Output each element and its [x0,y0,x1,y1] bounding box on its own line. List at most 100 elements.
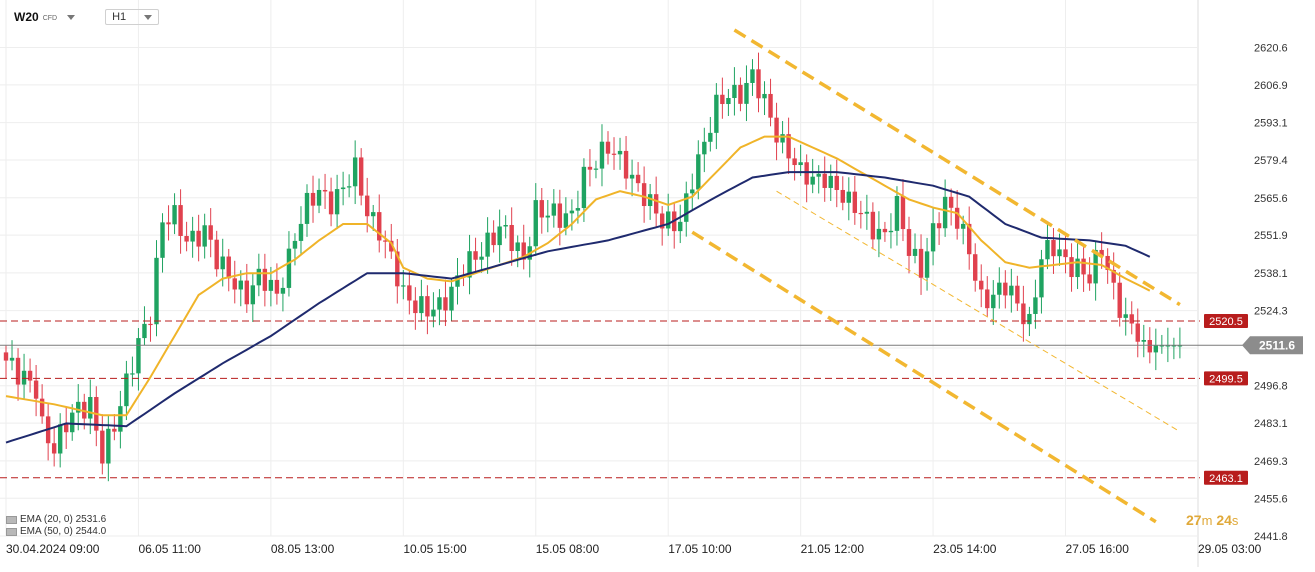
candle-body [551,203,557,216]
candle-body [521,242,526,260]
candle-body [912,248,918,256]
candle-body [611,153,617,155]
candle-body [268,279,274,291]
candle-body [539,200,544,218]
candle-body [816,173,821,177]
candle-body [1105,255,1110,270]
candle-body [575,208,581,211]
candle-body [774,117,779,143]
candle-body [166,222,171,225]
candle-body [1153,345,1159,353]
candle-body [15,357,21,385]
candle-body [720,94,725,105]
candle-body [88,396,93,419]
candle-body [256,268,262,286]
candle-body [726,98,731,105]
timeframe-selector[interactable]: H1 [105,9,160,25]
candle-body [473,251,478,260]
candle-body [786,134,791,159]
candle-body [1051,240,1056,257]
candle-body [21,370,27,385]
candle-body [389,240,394,252]
candle-body [467,251,472,278]
candle-body [1123,314,1128,318]
candle-body [1021,303,1026,325]
candle-body [798,162,803,166]
legend-item-ema20[interactable]: EMA (20, 0) 2531.6 [6,514,106,526]
candle-body [112,428,117,432]
y-tick-label: 2469.3 [1254,456,1288,468]
candle-body [124,373,129,407]
candle-body [214,239,219,270]
candle-body [834,175,839,190]
candle-body [714,94,719,133]
chevron-down-icon [67,14,76,20]
candle-body [304,192,310,224]
candle-body [220,256,225,270]
candle-body [70,412,75,433]
candle-body [852,191,858,213]
candle-body [437,297,442,310]
candle-body [328,191,334,215]
candle-body [948,196,954,208]
candle-body [1069,257,1074,278]
y-tick-label: 2593.1 [1254,118,1288,130]
candle-body [172,205,177,225]
candle-body [292,240,298,249]
candle-body [154,257,159,325]
candle-body [358,157,364,196]
candle-body [1117,282,1122,318]
candle-body [497,226,502,246]
candle-body [533,200,538,247]
level-label: 2463.1 [1209,473,1243,485]
candle-body [100,430,105,464]
candle-body [1015,285,1020,304]
candle-body [1135,323,1140,342]
candle-body [979,280,984,290]
y-tick-label: 2455.6 [1254,493,1288,505]
y-tick-label: 2551.9 [1254,230,1288,242]
candle-body [136,338,141,374]
candle-body [64,424,69,433]
legend-label: EMA (50, 0) 2544.0 [20,526,107,537]
candle-body [118,406,123,432]
legend-item-ema50[interactable]: EMA (50, 0) 2544.0 [6,526,106,538]
candle-body [9,357,15,361]
candle-body [238,280,243,290]
x-tick-label: 08.05 13:00 [271,542,335,556]
candle-body [900,195,906,230]
candle-body [322,189,328,192]
candle-body [142,323,147,339]
chart-toolbar: W20 CFD H1 [8,8,160,26]
candle-body [954,207,960,229]
candle-body [918,248,924,278]
candle-body [1099,249,1104,256]
candle-body [876,228,882,240]
level-label: 2499.5 [1209,373,1243,385]
candle-body [202,225,207,247]
candle-body [39,398,45,417]
candle-body [617,150,623,155]
candle-body [310,192,316,206]
level-badge [1204,313,1248,328]
candle-body [942,196,948,229]
candle-body [334,189,340,215]
candle-body [1081,258,1086,275]
candle-body [178,205,183,236]
candle-body [431,309,436,317]
symbol-type: CFD [42,14,58,22]
indicator-icon [6,528,17,536]
ema50-line [5,171,1151,444]
candle-body [985,289,990,309]
symbol-selector[interactable]: W20 CFD [8,8,81,26]
ema20-line [5,135,1151,417]
y-tick-label: 2565.6 [1254,193,1288,205]
candle-body [936,223,942,229]
y-tick-label: 2606.9 [1254,80,1288,92]
candle-body [750,69,755,83]
candle-body [479,256,484,260]
candle-body [997,282,1002,295]
candle-body [569,210,575,214]
